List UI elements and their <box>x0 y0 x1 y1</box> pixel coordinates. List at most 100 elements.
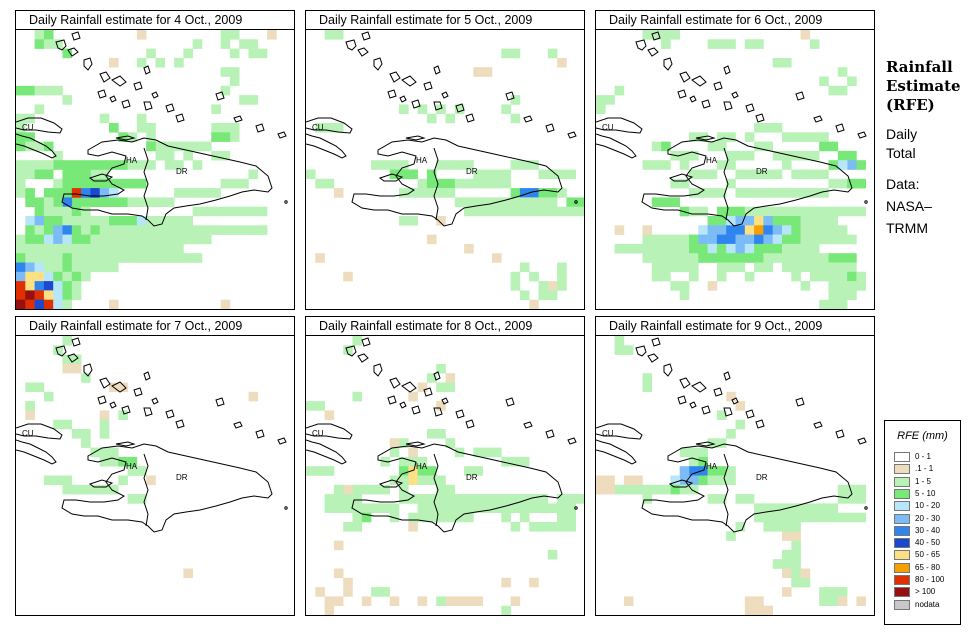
map-svg: CU HA DR <box>596 336 874 615</box>
rainfall-cell <box>408 216 418 226</box>
rainfall-cell <box>399 216 409 226</box>
rainfall-cell <box>782 262 792 273</box>
rainfall-cell <box>538 494 549 504</box>
rainfall-cell <box>71 206 82 217</box>
rainfall-cell <box>828 299 839 309</box>
rainfall-cell <box>53 39 63 49</box>
rainfall-cell <box>239 95 249 105</box>
rainfall-cell <box>473 466 483 476</box>
bahamas-island <box>745 409 755 419</box>
rainfall-cell <box>519 503 530 513</box>
rainfall-cell <box>229 132 240 142</box>
rainfall-cell <box>389 447 400 458</box>
cuba-coast <box>596 423 643 440</box>
tortuga-island <box>695 135 716 141</box>
rainfall-cell <box>529 522 539 532</box>
rainfall-cell <box>679 262 690 273</box>
rainfall-cell <box>772 216 783 226</box>
color-key-swatch <box>894 488 910 499</box>
rainfall-cell <box>679 234 690 245</box>
rainfall-cell <box>324 503 335 513</box>
bahamas-island <box>373 57 383 71</box>
rainfall-cell <box>109 243 119 254</box>
rainfall-cell <box>707 243 718 254</box>
rainfall-cell <box>34 141 45 152</box>
rainfall-cell <box>127 243 138 254</box>
rainfall-cell <box>53 419 63 430</box>
rainfall-cell <box>109 57 119 68</box>
label-haiti: HA <box>416 462 428 471</box>
rainfall-cell <box>229 67 240 77</box>
rainfall-cell <box>118 197 128 207</box>
rainfall-cell <box>81 178 91 189</box>
rainfall-cell <box>464 206 474 217</box>
bahamas-island <box>55 345 67 357</box>
rainfall-cell <box>651 160 662 170</box>
rainfall-cell <box>183 253 193 263</box>
rainfall-cell <box>492 178 502 189</box>
rainfall-cell <box>482 447 493 458</box>
rainfall-cell <box>71 178 82 189</box>
rainfall-cell <box>164 253 175 263</box>
rainfall-cell <box>847 512 857 523</box>
rainfall-cell <box>782 150 792 161</box>
rainfall-cell <box>62 243 73 254</box>
rainfall-cell <box>81 243 91 254</box>
rainfall-cell <box>62 197 73 207</box>
bahamas-island <box>277 131 287 139</box>
rainfall-cell <box>464 466 474 476</box>
rainfall-cell <box>43 197 54 207</box>
bahamas-island <box>651 337 661 347</box>
rainfall-cells <box>306 30 584 309</box>
rainfall-cell <box>510 48 521 59</box>
rainfall-cell <box>510 113 521 124</box>
rainfall-cell <box>754 141 764 152</box>
rainfall-cell <box>25 271 35 282</box>
rainfall-cell <box>538 169 549 180</box>
rainfall-cell <box>623 484 634 495</box>
panel-title-oct7: Daily Rainfall estimate for 7 Oct., 2009 <box>15 316 295 336</box>
rainfall-cell <box>229 225 240 235</box>
rainfall-cell <box>436 382 446 393</box>
rainfall-cell <box>25 132 35 142</box>
gonave-island <box>88 173 114 182</box>
rainfall-cell <box>791 234 801 245</box>
rainfall-cell <box>763 234 773 245</box>
rainfall-cell <box>754 206 764 217</box>
rainfall-cell <box>109 456 119 467</box>
rainfall-cell <box>16 188 26 198</box>
rainfall-cell <box>510 188 521 198</box>
rainfall-cell <box>754 243 764 254</box>
rainfall-cell <box>136 494 147 504</box>
rainfall-cell <box>324 605 335 615</box>
rainfall-cell <box>464 596 474 606</box>
rainfall-cell <box>99 253 110 263</box>
rainfall-cell <box>782 559 792 569</box>
rainfall-cell <box>16 290 26 300</box>
rainfall-cell <box>43 30 54 40</box>
islet <box>864 506 868 510</box>
rainfall-cell <box>417 596 428 606</box>
rainfall-cell <box>782 549 792 560</box>
color-key-swatch <box>894 575 910 585</box>
rainfall-cell <box>174 57 184 68</box>
rainfall-cell <box>333 188 344 198</box>
rainfall-cell <box>837 160 848 170</box>
rainfall-cell <box>34 253 45 263</box>
rainfall-cell <box>306 169 316 180</box>
rainfall-cell <box>519 188 530 198</box>
rainfall-cell <box>538 188 549 198</box>
rainfall-cell <box>464 197 474 207</box>
rainfall-cell <box>25 197 35 207</box>
rainfall-cell <box>754 253 764 263</box>
rainfall-cell <box>399 188 409 198</box>
bahamas-island <box>99 377 111 389</box>
rainfall-cell <box>716 410 727 420</box>
rainfall-cell <box>306 401 316 411</box>
rainfall-cell <box>71 262 82 273</box>
bahamas-island <box>701 99 711 109</box>
rainfall-cell <box>735 522 746 532</box>
rainfall-cell <box>847 253 857 263</box>
rainfall-cell <box>791 243 801 254</box>
rainfall-cell <box>34 160 45 170</box>
